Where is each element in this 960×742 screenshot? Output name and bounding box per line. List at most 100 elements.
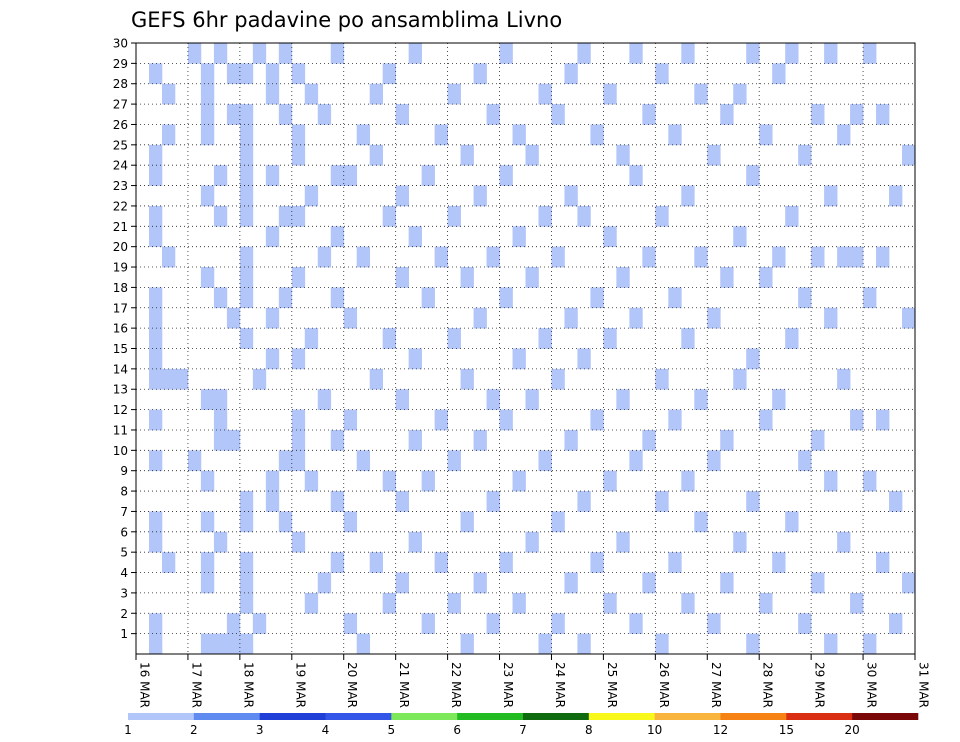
heatmap-cell xyxy=(746,348,760,370)
heatmap-cell xyxy=(148,633,163,655)
heatmap-cell xyxy=(317,572,332,594)
heatmap-cell xyxy=(590,287,604,309)
colorbar-label: 3 xyxy=(256,723,264,737)
heatmap-cell xyxy=(382,328,397,349)
heatmap-cell xyxy=(239,287,254,309)
heatmap-cell xyxy=(161,246,176,268)
y-tick-label: 12 xyxy=(113,403,128,417)
heatmap-cell xyxy=(564,185,578,207)
heatmap-cell xyxy=(538,328,552,349)
heatmap-cell xyxy=(148,409,163,431)
y-tick-label: 8 xyxy=(120,485,128,499)
y-tick-label: 7 xyxy=(120,505,128,519)
heatmap-cell xyxy=(434,124,448,146)
heatmap-cell xyxy=(148,613,163,634)
heatmap-cell xyxy=(707,613,721,634)
heatmap-cell xyxy=(369,368,384,390)
heatmap-cell xyxy=(447,83,461,105)
heatmap-cell xyxy=(824,185,838,207)
heatmap-cell xyxy=(486,389,500,410)
heatmap-cell xyxy=(343,511,358,533)
heatmap-cell xyxy=(239,104,254,125)
heatmap-cell xyxy=(629,43,643,64)
heatmap-cell xyxy=(759,409,773,431)
heatmap-cell xyxy=(161,124,176,146)
y-tick-label: 23 xyxy=(113,179,128,193)
heatmap-cell xyxy=(525,389,539,410)
heatmap-cell xyxy=(278,205,293,227)
colorbar-swatch xyxy=(588,713,655,720)
heatmap-cell xyxy=(330,43,345,64)
heatmap-cell xyxy=(265,491,280,512)
heatmap-cell xyxy=(330,429,345,451)
axes-layer: 1234567891011121314151617181920212223242… xyxy=(113,37,931,708)
y-tick-label: 19 xyxy=(113,261,128,275)
heatmap-cell xyxy=(460,144,474,166)
heatmap-cell xyxy=(369,552,384,573)
heatmap-cell xyxy=(421,165,435,186)
heatmap-cell xyxy=(148,205,163,227)
heatmap-cell xyxy=(148,511,163,533)
heatmap-cell xyxy=(707,144,721,166)
heatmap-cell xyxy=(408,43,422,64)
heatmap-cell xyxy=(304,185,319,207)
heatmap-cell xyxy=(369,144,384,166)
heatmap-cell xyxy=(876,552,890,573)
heatmap-cell xyxy=(473,63,487,85)
heatmap-cell xyxy=(265,307,280,329)
heatmap-cell xyxy=(278,450,293,472)
y-tick-label: 27 xyxy=(113,98,128,112)
heatmap-cell xyxy=(421,287,435,309)
heatmap-cell xyxy=(616,389,630,410)
heatmap-cell xyxy=(447,450,461,472)
heatmap-cell xyxy=(265,348,280,370)
heatmap-cell xyxy=(564,429,578,451)
heatmap-cell xyxy=(850,246,864,268)
heatmap-cell xyxy=(720,572,734,594)
heatmap-cell xyxy=(265,83,280,105)
heatmap-cell xyxy=(902,307,916,329)
heatmap-cell xyxy=(616,144,630,166)
heatmap-cell xyxy=(317,104,332,125)
y-tick-label: 17 xyxy=(113,301,128,315)
heatmap-cell xyxy=(512,470,526,492)
heatmap-cell xyxy=(590,124,604,146)
heatmap-cell xyxy=(785,43,799,64)
heatmap-cell xyxy=(681,185,695,207)
heatmap-cell xyxy=(616,531,630,553)
heatmap-cell xyxy=(148,226,163,248)
heatmap-cell xyxy=(668,409,682,431)
heatmap-cell xyxy=(486,104,500,125)
heatmap-cell xyxy=(473,429,487,451)
heatmap-cell xyxy=(759,267,773,288)
heatmap-cell xyxy=(447,205,461,227)
heatmap-cell xyxy=(824,307,838,329)
heatmap-cell xyxy=(681,592,695,614)
heatmap-cell xyxy=(811,572,825,594)
heatmap-cell xyxy=(213,531,228,553)
heatmap-cell xyxy=(213,43,228,64)
heatmap-cell xyxy=(759,592,773,614)
heatmap-cell xyxy=(785,205,799,227)
heatmap-cell xyxy=(200,63,215,85)
heatmap-cell xyxy=(642,429,656,451)
heatmap-cell xyxy=(330,491,345,512)
heatmap-cell xyxy=(200,572,215,594)
heatmap-cell xyxy=(499,552,513,573)
heatmap-cell xyxy=(434,409,448,431)
heatmap-cell xyxy=(499,409,513,431)
y-tick-label: 13 xyxy=(113,383,128,397)
heatmap-cell xyxy=(330,287,345,309)
heatmap-cell xyxy=(551,104,565,125)
heatmap-cell xyxy=(694,83,708,105)
heatmap-cell xyxy=(213,165,228,186)
heatmap-cell xyxy=(655,491,669,512)
heatmap-cell xyxy=(395,389,409,410)
heatmap-cell xyxy=(187,43,202,64)
heatmap-cell xyxy=(655,633,669,655)
colorbar-label: 5 xyxy=(388,723,396,737)
heatmap-cell xyxy=(200,470,215,492)
colorbar-label: 8 xyxy=(585,723,593,737)
heatmap-cell xyxy=(733,368,747,390)
y-tick-label: 26 xyxy=(113,118,128,132)
